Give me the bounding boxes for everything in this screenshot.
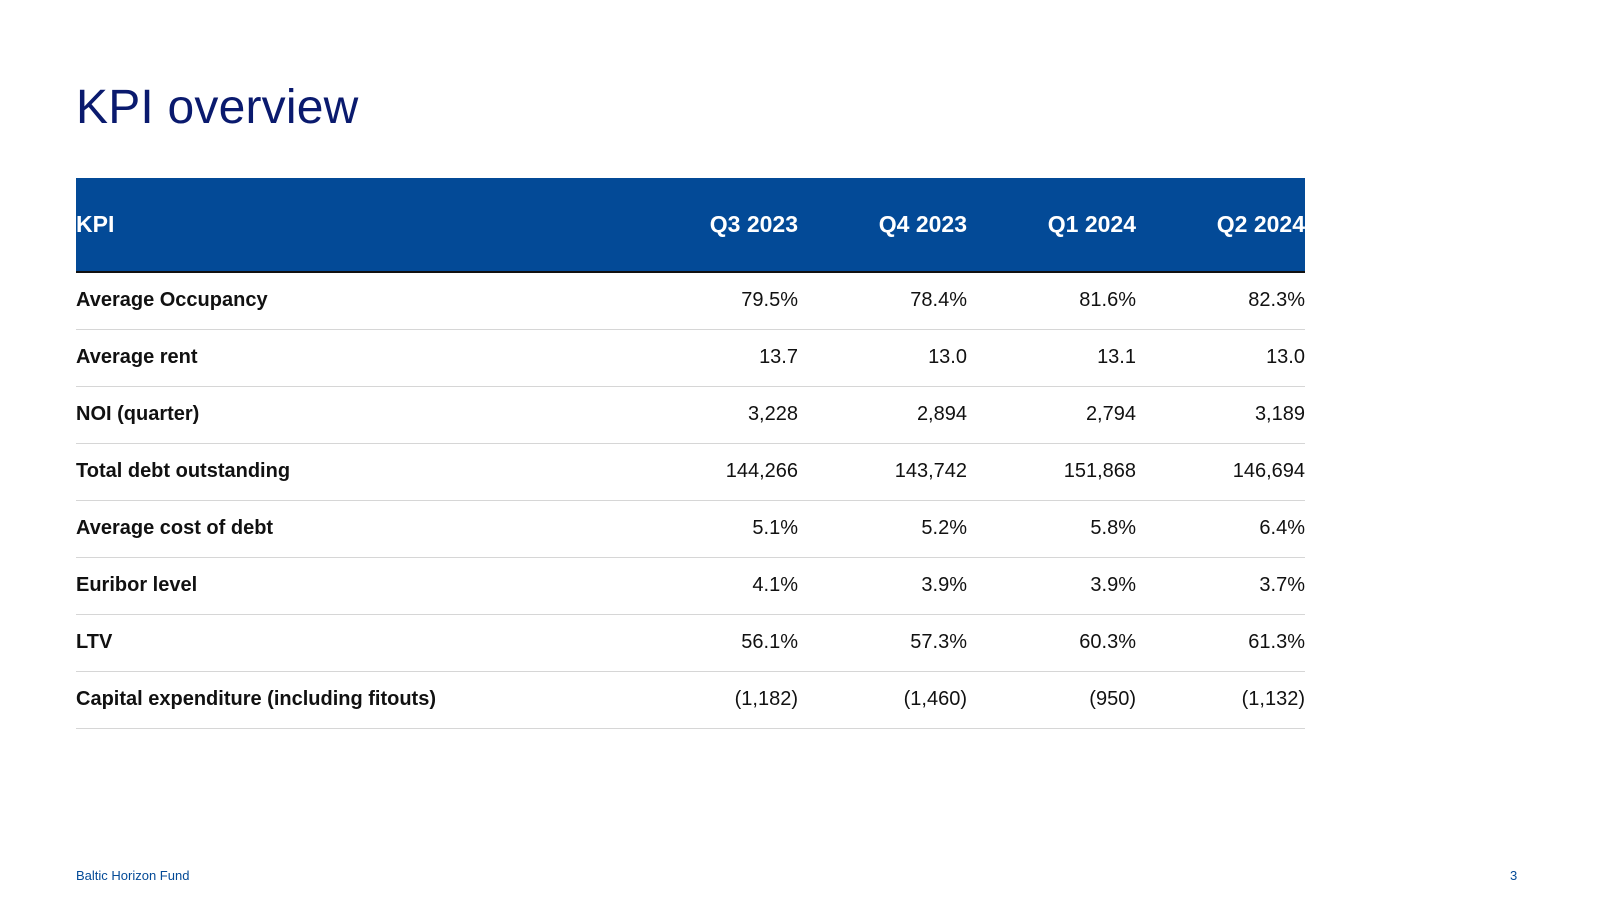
cell-value: 3.9%	[967, 557, 1136, 615]
table-row: Total debt outstanding 144,266 143,742 1…	[76, 443, 1305, 501]
cell-value: 13.0	[798, 329, 967, 387]
table-row: NOI (quarter) 3,228 2,894 2,794 3,189	[76, 386, 1305, 444]
cell-value: 79.5%	[629, 272, 798, 330]
cell-value: 5.1%	[629, 500, 798, 558]
cell-value: 3.9%	[798, 557, 967, 615]
kpi-table: KPI Q3 2023 Q4 2023 Q1 2024 Q2 2024 Aver…	[76, 178, 1305, 729]
table-row: Average cost of debt 5.1% 5.2% 5.8% 6.4%	[76, 500, 1305, 558]
cell-value: 5.8%	[967, 500, 1136, 558]
header-q3-2023: Q3 2023	[629, 178, 798, 273]
cell-value: (1,182)	[629, 671, 798, 729]
table-row: Capital expenditure (including fitouts) …	[76, 671, 1305, 729]
cell-value: 61.3%	[1136, 614, 1305, 672]
footer-company-name: Baltic Horizon Fund	[76, 868, 190, 883]
cell-value: 5.2%	[798, 500, 967, 558]
cell-value: 6.4%	[1136, 500, 1305, 558]
cell-value: (1,132)	[1136, 671, 1305, 729]
cell-value: 4.1%	[629, 557, 798, 615]
cell-value: 56.1%	[629, 614, 798, 672]
cell-value: 57.3%	[798, 614, 967, 672]
row-label: LTV	[76, 614, 629, 672]
row-label: Euribor level	[76, 557, 629, 615]
cell-value: 81.6%	[967, 272, 1136, 330]
cell-value: 144,266	[629, 443, 798, 501]
cell-value: (1,460)	[798, 671, 967, 729]
cell-value: 82.3%	[1136, 272, 1305, 330]
page-number: 3	[1510, 868, 1518, 883]
cell-value: 3,228	[629, 386, 798, 444]
cell-value: 143,742	[798, 443, 967, 501]
table-header-row: KPI Q3 2023 Q4 2023 Q1 2024 Q2 2024	[76, 178, 1305, 273]
header-kpi: KPI	[76, 178, 629, 273]
row-label: Average rent	[76, 329, 629, 387]
cell-value: 146,694	[1136, 443, 1305, 501]
cell-value: 2,794	[967, 386, 1136, 444]
cell-value: 3,189	[1136, 386, 1305, 444]
header-q2-2024: Q2 2024	[1136, 178, 1305, 273]
row-label: Average cost of debt	[76, 500, 629, 558]
header-q1-2024: Q1 2024	[967, 178, 1136, 273]
cell-value: 13.0	[1136, 329, 1305, 387]
table-row: Euribor level 4.1% 3.9% 3.9% 3.7%	[76, 557, 1305, 615]
cell-value: 78.4%	[798, 272, 967, 330]
cell-value: 151,868	[967, 443, 1136, 501]
cell-value: 3.7%	[1136, 557, 1305, 615]
cell-value: (950)	[967, 671, 1136, 729]
cell-value: 60.3%	[967, 614, 1136, 672]
table-row: Average rent 13.7 13.0 13.1 13.0	[76, 329, 1305, 387]
cell-value: 13.7	[629, 329, 798, 387]
table-row: Average Occupancy 79.5% 78.4% 81.6% 82.3…	[76, 272, 1305, 330]
cell-value: 13.1	[967, 329, 1136, 387]
row-label: Capital expenditure (including fitouts)	[76, 671, 629, 729]
row-label: NOI (quarter)	[76, 386, 629, 444]
row-label: Total debt outstanding	[76, 443, 629, 501]
header-q4-2023: Q4 2023	[798, 178, 967, 273]
row-label: Average Occupancy	[76, 272, 629, 330]
table-row: LTV 56.1% 57.3% 60.3% 61.3%	[76, 614, 1305, 672]
cell-value: 2,894	[798, 386, 967, 444]
page-title: KPI overview	[76, 81, 359, 134]
